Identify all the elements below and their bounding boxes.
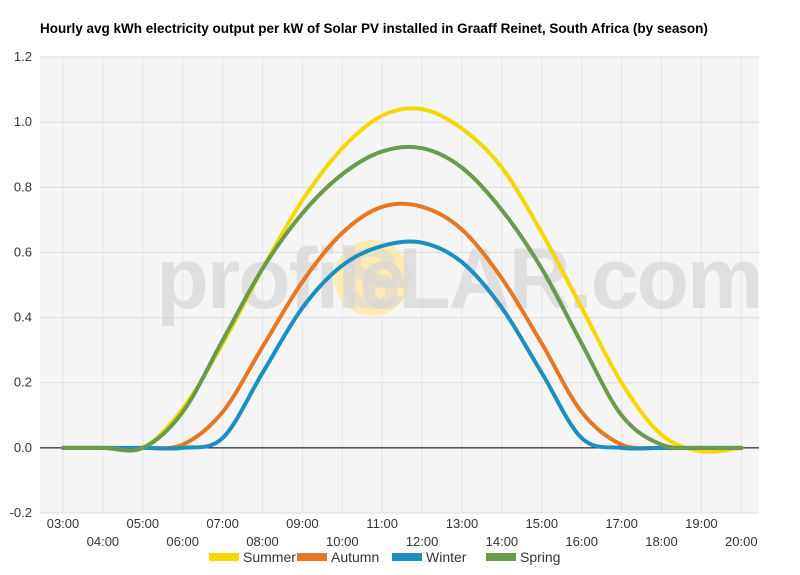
x-tick-label: 14:00 [486, 534, 519, 549]
x-tick-label: 16:00 [565, 534, 598, 549]
x-tick-label: 08:00 [246, 534, 279, 549]
chart-title: Hourly avg kWh electricity output per kW… [40, 21, 708, 36]
x-tick-label: 12:00 [406, 534, 439, 549]
grid-lines [40, 56, 759, 514]
legend-label-winter: Winter [426, 549, 467, 565]
x-axis-ticks: 03:00 04:00 05:00 06:00 07:00 08:00 09:00 10:00… [47, 516, 758, 549]
x-tick-label: 15:00 [526, 516, 559, 531]
x-tick-label: 07:00 [206, 516, 239, 531]
legend-swatch-spring [486, 553, 516, 561]
series-line-spring [61, 144, 744, 453]
series-lines [61, 106, 744, 454]
x-tick-label: 20:00 [725, 534, 758, 549]
y-tick-label: -0.2 [10, 505, 32, 520]
watermark-sun-letter: S [343, 231, 400, 327]
x-tick-label: 04:00 [87, 534, 120, 549]
legend-swatch-autumn [297, 553, 327, 561]
x-tick-label: 17:00 [605, 516, 638, 531]
y-axis-ticks: -0.2 0.0 0.2 0.4 0.6 0.8 1.0 1.2 [10, 49, 32, 520]
legend: Summer Autumn Winter Spring [209, 549, 560, 565]
x-tick-label: 13:00 [446, 516, 479, 531]
x-tick-label: 11:00 [366, 516, 398, 531]
watermark-text-right: LAR.com [398, 231, 761, 327]
y-tick-label: 0.6 [14, 244, 32, 259]
y-tick-label: 1.0 [14, 114, 32, 129]
y-tick-label: 0.4 [14, 310, 32, 325]
y-tick-label: 1.2 [14, 49, 32, 64]
legend-label-summer: Summer [243, 549, 296, 565]
x-tick-label: 09:00 [286, 516, 319, 531]
y-tick-label: 0.8 [14, 179, 32, 194]
legend-swatch-summer [209, 553, 239, 561]
x-tick-label: 18:00 [645, 534, 678, 549]
y-tick-label: 0.0 [14, 440, 32, 455]
legend-label-autumn: Autumn [331, 549, 379, 565]
watermark: profile S LAR.com [156, 231, 763, 327]
series-line-winter [61, 239, 744, 451]
y-tick-label: 0.2 [14, 375, 32, 390]
series-line-autumn [61, 201, 744, 451]
x-tick-label: 06:00 [166, 534, 199, 549]
legend-label-spring: Spring [520, 549, 560, 565]
x-tick-label: 03:00 [47, 516, 80, 531]
x-tick-label: 10:00 [326, 534, 359, 549]
x-tick-label: 05:00 [127, 516, 160, 531]
x-tick-label: 19:00 [685, 516, 718, 531]
legend-swatch-winter [392, 553, 422, 561]
